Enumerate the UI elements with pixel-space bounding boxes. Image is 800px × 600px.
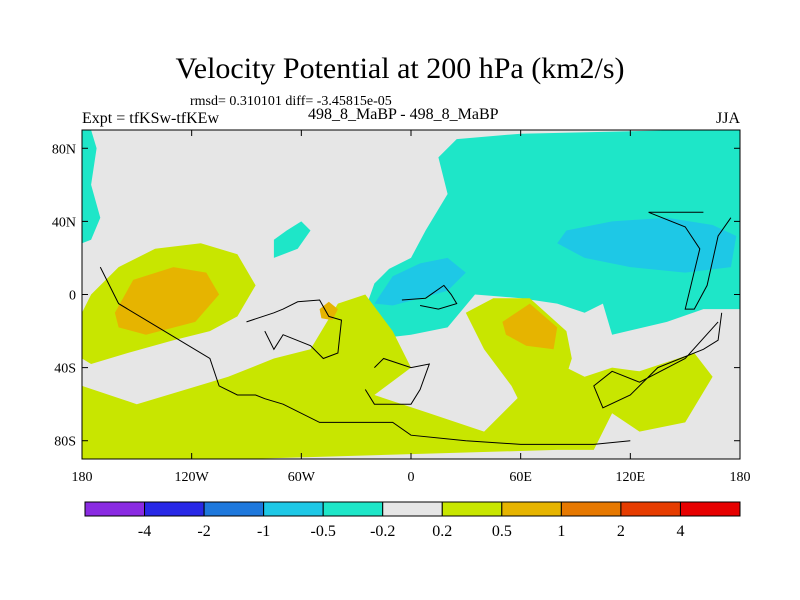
region-arabian-core <box>374 257 466 306</box>
x-tick-label: 180 <box>730 470 751 485</box>
region-indian-ocean-core <box>502 303 558 350</box>
coastline-south-america <box>246 299 343 360</box>
colorbar-swatch <box>441 501 503 517</box>
colorbar-label: -0.2 <box>370 523 395 540</box>
region-far-east-pacific-negative <box>82 130 101 244</box>
contour-regions <box>82 130 740 459</box>
x-tick-label: 180 <box>72 470 93 485</box>
colorbar-swatch <box>501 501 562 517</box>
x-tick-label: 0 <box>408 470 415 485</box>
y-tick-label: 0 <box>69 289 76 304</box>
region-atlantic-core <box>319 301 338 321</box>
colorbar-label: -4 <box>138 523 151 540</box>
colorbar-label: -2 <box>197 523 210 540</box>
axes: 180 120W 60W 0 60E 120E 180 80N 40N 0 40S 80S <box>52 130 751 485</box>
colorbar-label: 0.5 <box>492 523 512 540</box>
region-asian-monsoon-negative-region <box>365 130 740 341</box>
experiment-label: Expt = tfKSw-tfKEw <box>82 110 220 127</box>
case-label: 498_8_MaBP - 498_8_MaBP <box>308 106 499 123</box>
x-tick-label: 60W <box>288 470 316 485</box>
y-tick-label: 80N <box>52 142 76 157</box>
colorbar-swatch <box>679 501 741 517</box>
coastline-australia <box>648 211 732 310</box>
colorbar-label: 2 <box>617 523 625 540</box>
region-north-pacific-negative-blob <box>273 221 311 258</box>
colorbar-label: 0.2 <box>432 523 452 540</box>
y-tick-label: 80S <box>54 435 76 450</box>
region-pacific-core <box>114 267 220 335</box>
colorbar: -4 -2 -1 -0.5 -0.2 0.2 0.5 1 2 4 <box>84 501 741 540</box>
coastline-africa <box>364 357 431 405</box>
colorbar-swatch <box>322 501 384 517</box>
colorbar-label: -1 <box>257 523 270 540</box>
colorbar-swatch <box>84 501 146 517</box>
colorbar-swatch <box>560 501 622 517</box>
coastline-americas <box>99 266 631 445</box>
region-southern-ocean-positive-belt <box>82 294 713 459</box>
season-label: JJA <box>716 110 741 127</box>
colorbar-swatch <box>203 501 265 517</box>
x-tick-label: 60E <box>509 470 532 485</box>
x-tick-label: 120E <box>616 470 646 485</box>
x-tick-label: 120W <box>175 470 210 485</box>
y-tick-label: 40S <box>54 362 76 377</box>
colorbar-label: 4 <box>676 523 684 540</box>
colorbar-label: 1 <box>557 523 565 540</box>
coastline-australia-east <box>593 312 723 409</box>
coastlines <box>99 211 732 445</box>
region-western-pacific-core <box>557 217 737 273</box>
colorbar-swatch <box>263 501 324 517</box>
stats-label: rmsd= 0.310101 diff= -3.45815e-05 <box>190 94 392 109</box>
chart-title: Velocity Potential at 200 hPa (km2/s) <box>175 52 625 85</box>
colorbar-swatch <box>144 501 205 517</box>
colorbar-swatch <box>620 501 681 517</box>
colorbar-swatch <box>382 501 443 517</box>
coastline-arabia <box>401 284 458 310</box>
y-tick-label: 40N <box>52 215 76 230</box>
colorbar-label: -0.5 <box>311 523 336 540</box>
